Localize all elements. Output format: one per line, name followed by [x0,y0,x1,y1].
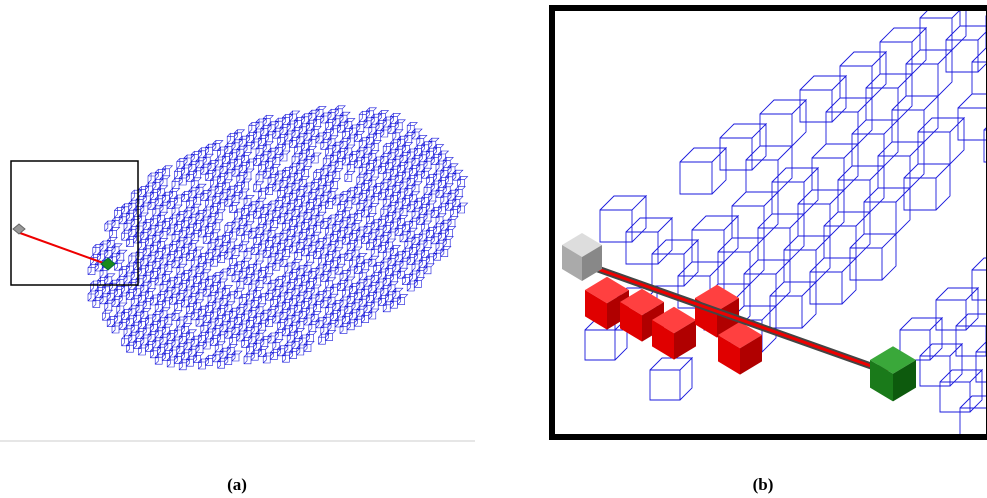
panel-a: (a) [0,106,475,494]
goal-cube [870,346,916,401]
zoom-frame [552,8,987,437]
start-cube [562,233,602,281]
panel-b: (b) [552,0,987,494]
figure: (a) (b) [0,0,987,498]
panel-label: (a) [227,475,247,494]
voxel-wireframe [88,106,468,370]
start-cube [13,224,25,234]
voxel-wireframe [585,0,987,438]
panel-label: (b) [753,475,774,494]
